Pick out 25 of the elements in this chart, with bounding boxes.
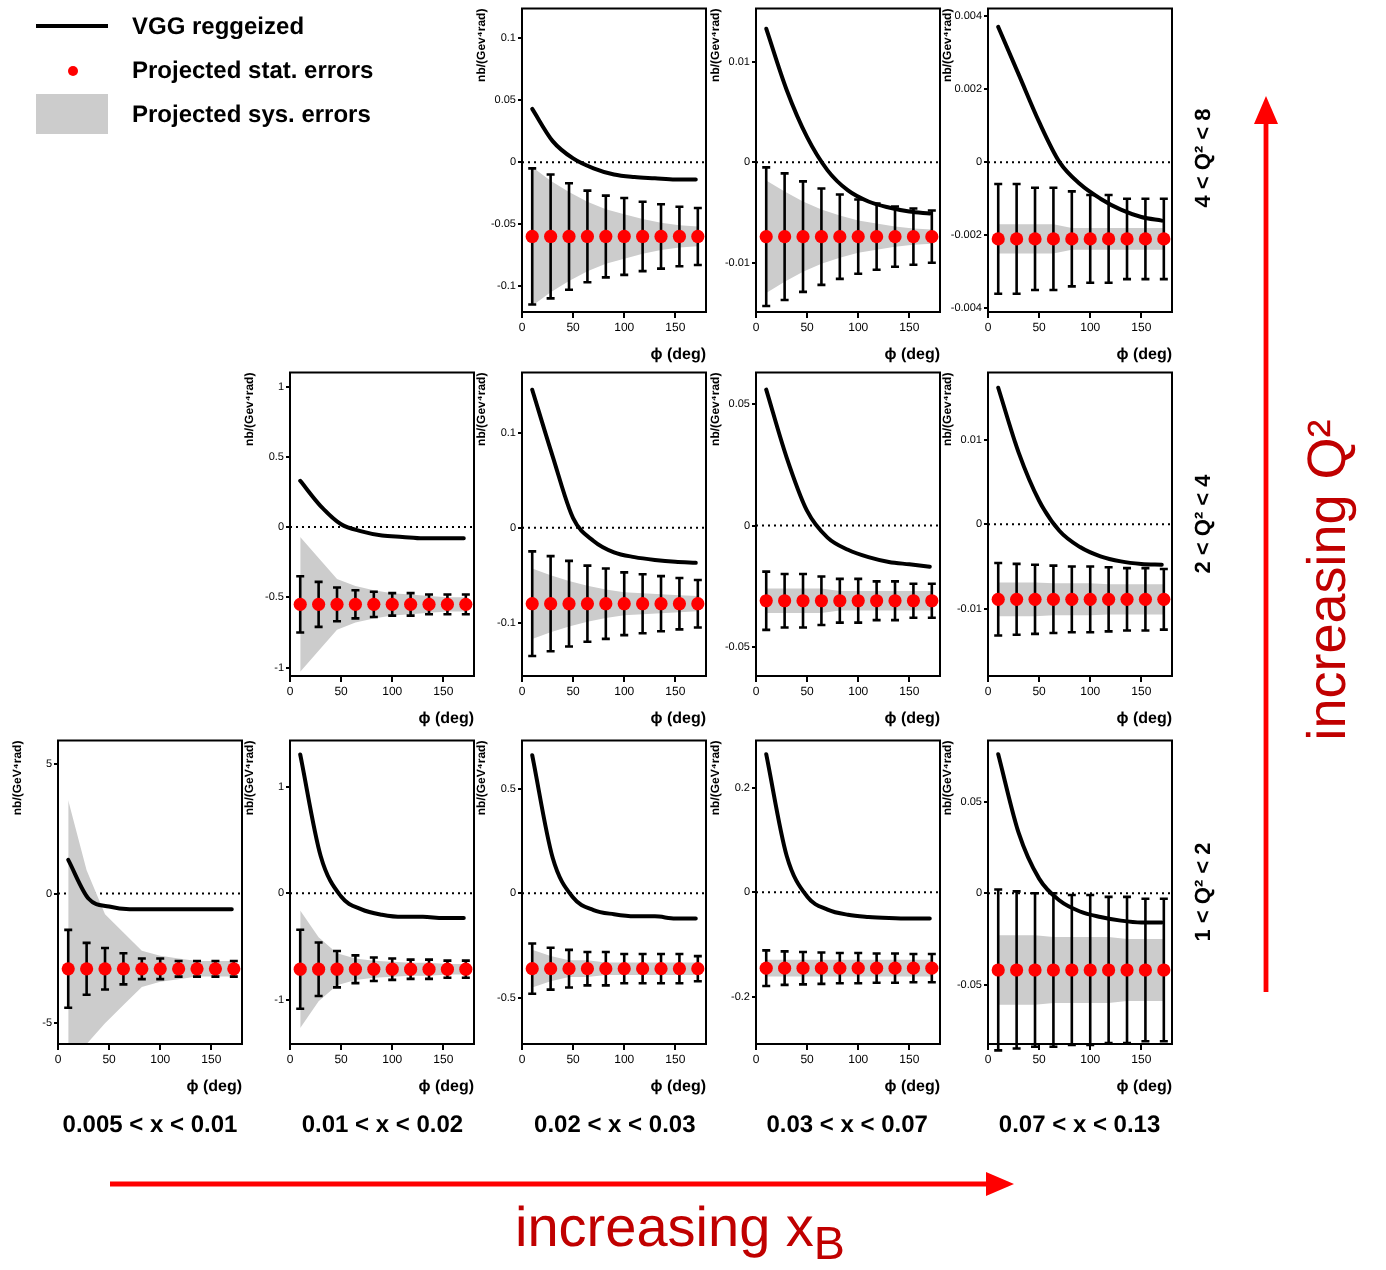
x-axis-title: ϕ (deg) [418, 1076, 476, 1095]
text: 0.02 < x < 0.03 [534, 1110, 696, 1138]
x-axis-title: ϕ (deg) [883, 708, 940, 727]
text: 1 < Q² < 2 [1192, 842, 1216, 942]
legend-label: Projected sys. errors [132, 100, 371, 128]
legend-label: Projected stat. errors [132, 56, 374, 84]
text: 2 < Q² < 4 [1192, 474, 1216, 574]
x-axis-title: ϕ (deg) [186, 1076, 243, 1095]
text: 4 < Q² < 8 [1192, 108, 1216, 208]
legend-label: VGG reggeized [132, 12, 305, 40]
x-axis-title: ϕ (deg) [651, 1076, 708, 1095]
x-axis-title: ϕ (deg) [418, 708, 476, 727]
x-axis-title: ϕ (deg) [651, 344, 708, 363]
x-axis-title: ϕ (deg) [1116, 708, 1173, 727]
text: increasing x$_{B}$ [515, 1196, 845, 1270]
x-axis-title: ϕ (deg) [883, 1076, 940, 1095]
text: increasing Q² [1297, 419, 1359, 741]
text: 0.005 < x < 0.01 [62, 1110, 238, 1138]
text: 0.07 < x < 0.13 [998, 1110, 1161, 1138]
text: 0.01 < x < 0.02 [301, 1110, 464, 1138]
text: 0.03 < x < 0.07 [766, 1110, 928, 1138]
x-axis-title: ϕ (deg) [883, 344, 940, 363]
x-axis-title: ϕ (deg) [1116, 1076, 1173, 1095]
x-axis-title: ϕ (deg) [651, 708, 708, 727]
x-axis-title: ϕ (deg) [1116, 344, 1173, 363]
